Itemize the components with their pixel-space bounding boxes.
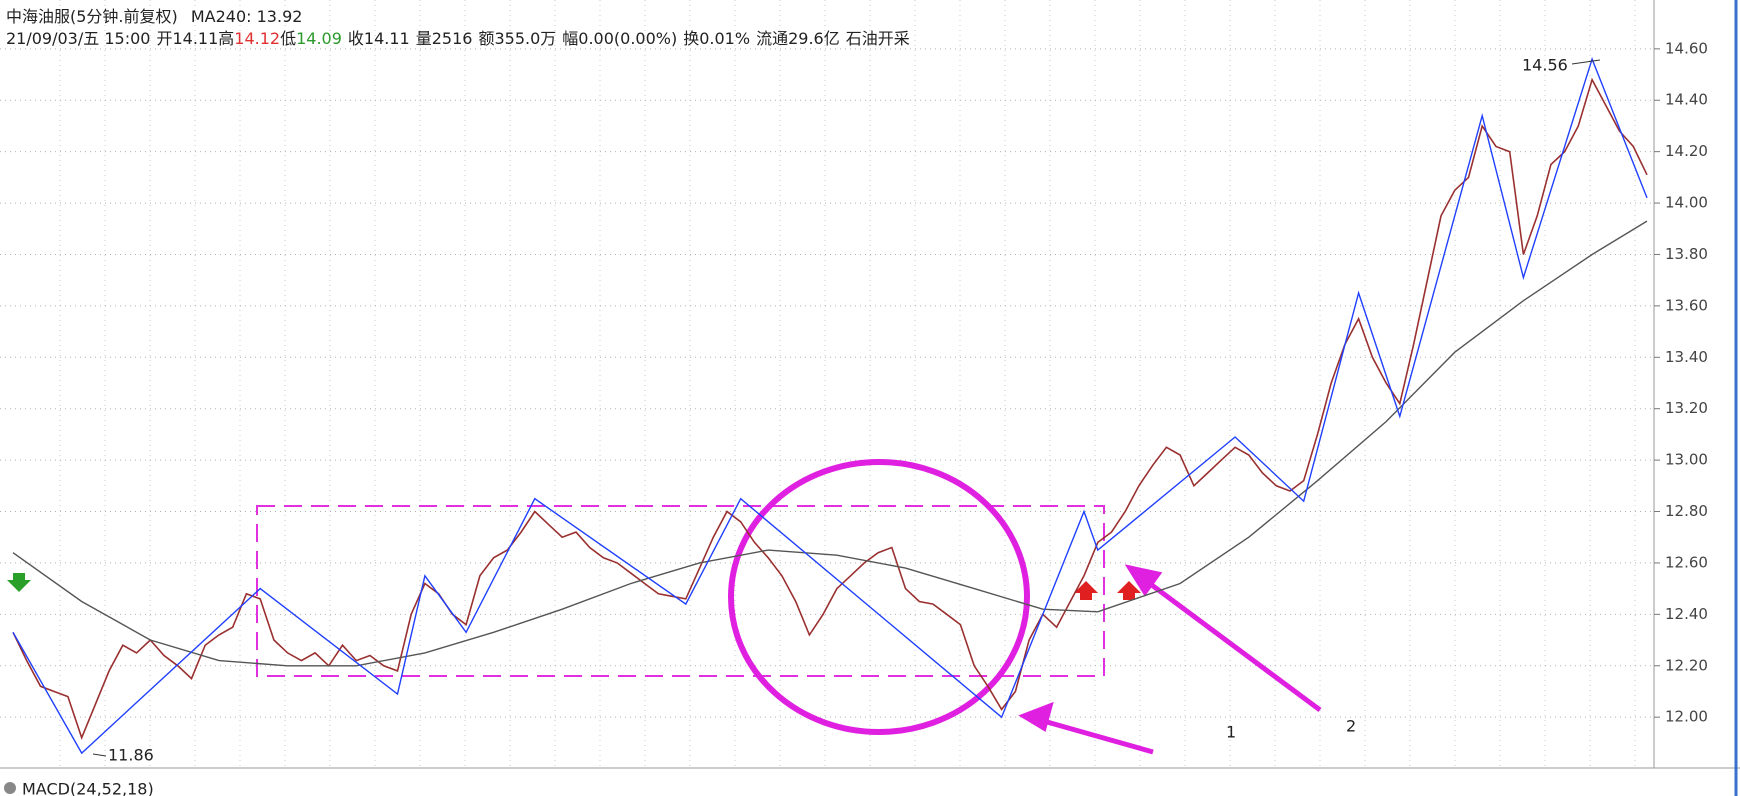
y-tick-label: 13.00 <box>1665 451 1708 469</box>
info-item: 开14.11 <box>156 29 218 48</box>
series-layer <box>12 57 1648 755</box>
info-item: 收14.11 <box>348 29 410 48</box>
series-line <box>12 57 1648 755</box>
grid <box>0 0 1654 766</box>
info-item: 14.12 <box>234 29 280 48</box>
annotation: 1 <box>1226 723 1236 742</box>
footer-label: MACD(24,52,18) <box>22 780 154 796</box>
arrow-2 <box>1143 577 1322 713</box>
info-item: 额355.0万 <box>478 29 556 48</box>
highlight-circle <box>728 459 1030 735</box>
info-item: 石油开采 <box>846 29 910 48</box>
chart-title: 中海油服(5分钟.前复权) <box>6 7 178 26</box>
y-tick-label: 14.40 <box>1665 91 1708 109</box>
header-line: 中海油服(5分钟.前复权) MA240: 13.92 <box>6 7 302 26</box>
annotation-arrows <box>1018 564 1322 755</box>
y-tick-label: 14.60 <box>1665 39 1708 57</box>
buy-icon <box>1074 581 1098 600</box>
sell-icon <box>7 573 31 592</box>
annotation: 2 <box>1346 717 1356 736</box>
series-line <box>12 77 1648 740</box>
annotation-leader <box>92 753 107 757</box>
y-tick-label: 12.20 <box>1665 656 1708 674</box>
info-item: 高 <box>218 29 234 48</box>
annotation: 14.56 <box>1522 56 1568 75</box>
info-item: 21/09/03/五 15:00 <box>6 29 150 48</box>
y-tick-label: 14.00 <box>1665 194 1708 212</box>
y-tick-label: 13.80 <box>1665 245 1708 263</box>
info-item: 换0.01% <box>683 29 750 48</box>
info-item: 14.09 <box>296 29 342 48</box>
arrow-2-head <box>1124 564 1163 597</box>
y-tick-label: 12.80 <box>1665 502 1708 520</box>
annotation-leader <box>1571 59 1601 65</box>
arrow-1-head <box>1018 701 1054 732</box>
series-line <box>12 220 1648 667</box>
y-tick-label: 13.20 <box>1665 399 1708 417</box>
info-line: 21/09/03/五 15:00 开14.11高14.12低14.09 收14.11… <box>6 29 910 48</box>
info-item: 量2516 <box>416 29 473 48</box>
arrow-1 <box>1039 717 1154 755</box>
info-item: 低 <box>280 29 296 48</box>
ma-legend: MA240: 13.92 <box>191 7 303 26</box>
y-tick-label: 12.00 <box>1665 708 1708 726</box>
info-item: 流通29.6亿 <box>756 29 840 48</box>
y-tick-label: 14.20 <box>1665 142 1708 160</box>
footer-icon <box>4 782 16 794</box>
y-tick-label: 12.40 <box>1665 605 1708 623</box>
annotation: 11.86 <box>108 746 154 765</box>
buy-icon <box>1117 581 1141 600</box>
y-tick-label: 12.60 <box>1665 553 1708 571</box>
signal-icons <box>7 573 1141 600</box>
info-item: 幅0.00(0.00%) <box>562 29 677 48</box>
y-tick-label: 13.60 <box>1665 296 1708 314</box>
y-tick-label: 13.40 <box>1665 348 1708 366</box>
